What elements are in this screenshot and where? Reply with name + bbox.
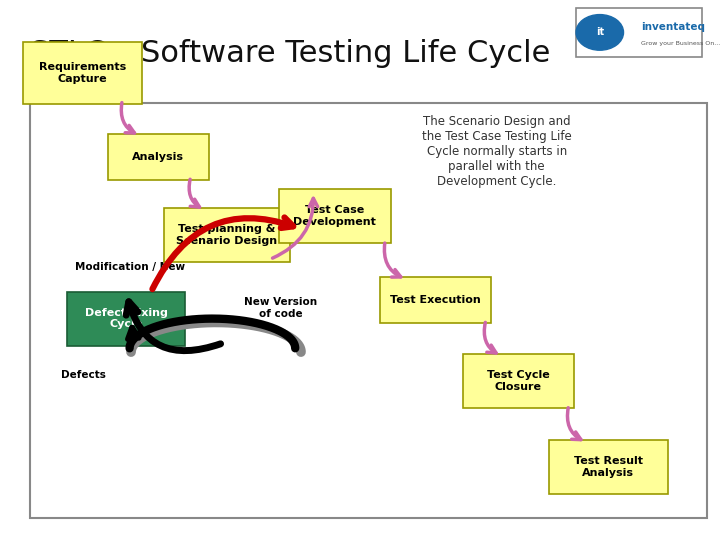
FancyBboxPatch shape <box>24 42 143 104</box>
Text: Test Case
Development: Test Case Development <box>293 205 377 227</box>
Text: Test Result
Analysis: Test Result Analysis <box>574 456 643 478</box>
FancyBboxPatch shape <box>108 134 209 179</box>
Bar <box>30 103 707 518</box>
Text: Defect Fixing
Cycle: Defect Fixing Cycle <box>84 308 168 329</box>
Bar <box>576 8 702 57</box>
Text: Grow your Business On...: Grow your Business On... <box>641 40 720 45</box>
Text: it: it <box>595 28 604 37</box>
Text: Defects: Defects <box>61 370 106 380</box>
Text: Requirements
Capture: Requirements Capture <box>39 62 127 84</box>
Text: New Version
of code: New Version of code <box>244 297 318 319</box>
Text: Test Execution: Test Execution <box>390 295 481 305</box>
FancyBboxPatch shape <box>66 292 186 346</box>
Circle shape <box>576 15 624 50</box>
Text: The Scenario Design and
the Test Case Testing Life
Cycle normally starts in
para: The Scenario Design and the Test Case Te… <box>422 114 572 188</box>
Text: Test Cycle
Closure: Test Cycle Closure <box>487 370 550 392</box>
Text: Test planning &
Scenario Design: Test planning & Scenario Design <box>176 224 277 246</box>
FancyBboxPatch shape <box>549 440 668 494</box>
Text: Analysis: Analysis <box>132 152 184 161</box>
FancyBboxPatch shape <box>462 354 575 408</box>
FancyBboxPatch shape <box>163 208 289 262</box>
Text: STLC – Software Testing Life Cycle: STLC – Software Testing Life Cycle <box>30 38 551 68</box>
Text: Modification / New: Modification / New <box>75 262 184 272</box>
FancyBboxPatch shape <box>380 276 491 322</box>
Text: inventateq: inventateq <box>641 22 705 31</box>
FancyBboxPatch shape <box>279 189 390 243</box>
